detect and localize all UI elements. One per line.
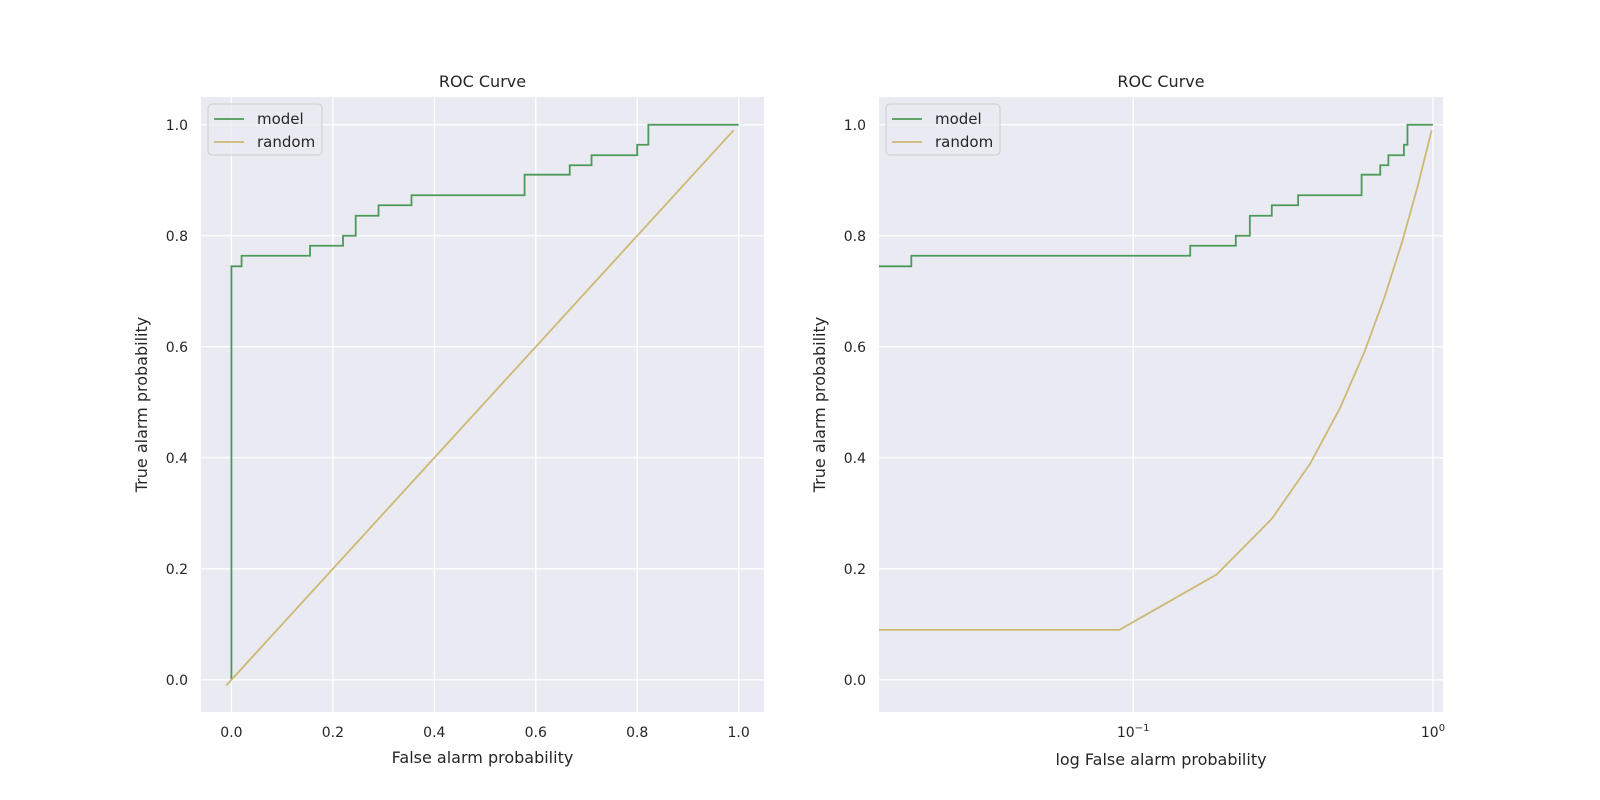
x-tick-label: 100 xyxy=(1421,723,1445,741)
series-line-model xyxy=(879,123,1433,268)
y-axis-label: True alarm probability xyxy=(810,317,829,493)
roc-panel-log: 0.0 0.2 0.4 0.6 0.8 1.0 10−1 100 ROC Curve log Fa… xyxy=(810,72,1445,769)
y-tick-label: 1.0 xyxy=(844,118,866,134)
y-tick-label: 0.4 xyxy=(166,451,188,467)
x-tick-label: 0.2 xyxy=(322,725,344,741)
x-tick-label: 0.0 xyxy=(220,725,242,741)
y-tick-label: 0.6 xyxy=(166,340,188,356)
y-tick-label: 0.4 xyxy=(844,451,866,467)
series-line-model xyxy=(230,123,739,680)
legend-label-random: random xyxy=(935,133,993,151)
x-axis-label: log False alarm probability xyxy=(1055,750,1266,769)
y-tick-label: 0.8 xyxy=(844,229,866,245)
legend-label-model: model xyxy=(935,110,982,128)
x-tick-label: 0.6 xyxy=(525,725,547,741)
chart-title: ROC Curve xyxy=(439,72,526,91)
chart-title: ROC Curve xyxy=(1117,72,1204,91)
y-tick-label: 0.8 xyxy=(166,229,188,245)
y-tick-label: 0.6 xyxy=(844,340,866,356)
x-tick-label: 0.8 xyxy=(626,725,648,741)
x-axis-label: False alarm probability xyxy=(392,748,574,767)
x-tick-label: 1.0 xyxy=(728,725,750,741)
series-line-random xyxy=(225,129,735,686)
legend-label-model: model xyxy=(257,110,304,128)
x-tick-label: 10−1 xyxy=(1117,723,1150,741)
y-tick-label: 0.0 xyxy=(844,673,866,689)
legend: model random xyxy=(885,103,1001,156)
y-tick-label: 1.0 xyxy=(166,118,188,134)
plot-area xyxy=(879,97,1443,712)
legend: model random xyxy=(207,103,323,156)
y-tick-label: 0.2 xyxy=(166,562,188,578)
roc-panel-linear: 0.0 0.2 0.4 0.6 0.8 1.0 0.0 0.2 0.4 0.6 0.8 1.0 ROC … xyxy=(132,72,764,767)
x-tick-label: 0.4 xyxy=(423,725,445,741)
legend-label-random: random xyxy=(257,133,315,151)
series-line-random xyxy=(879,130,1433,631)
y-tick-label: 0.0 xyxy=(166,673,188,689)
y-axis-label: True alarm probability xyxy=(132,317,151,493)
y-tick-label: 0.2 xyxy=(844,562,866,578)
